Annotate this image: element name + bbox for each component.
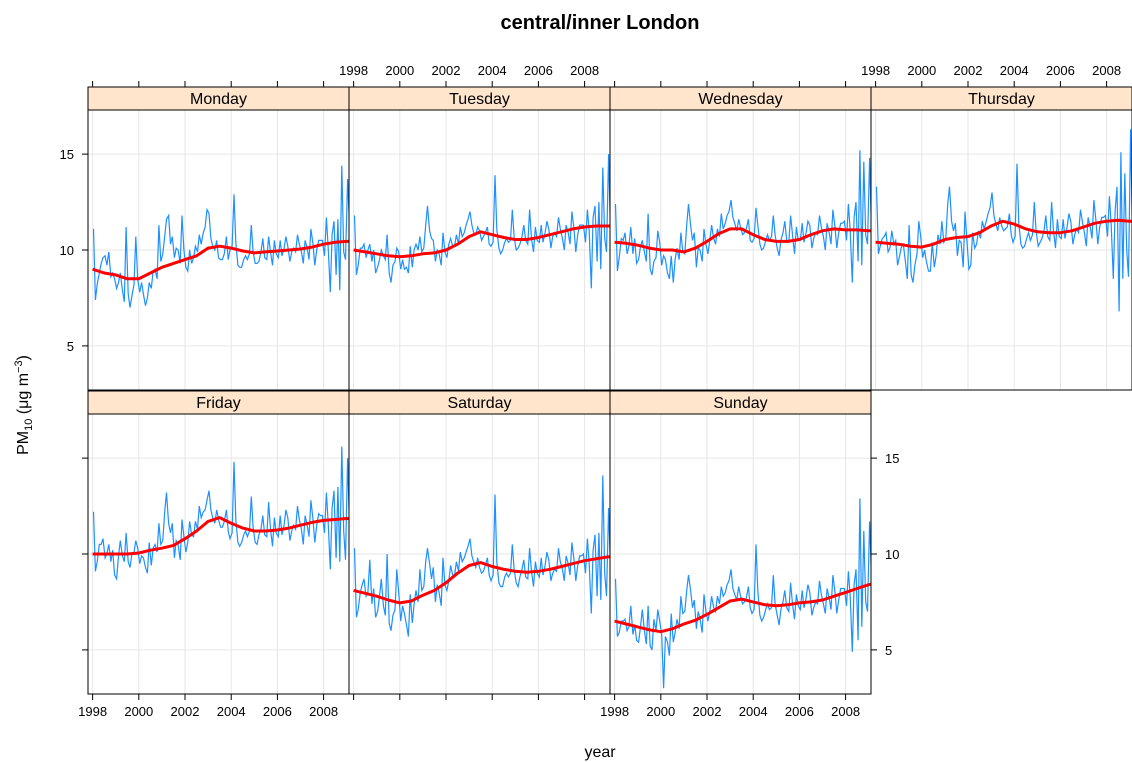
monthly-series-line <box>92 446 349 582</box>
strip-label-monday: Monday <box>190 91 247 108</box>
axes-group: 1998 2000 2002 2004 2006 2008 1998 2000 2002 2004… <box>60 63 1122 719</box>
monthly-series-line <box>353 154 610 289</box>
y-tick-label: 5 <box>67 339 74 354</box>
chart-title: central/inner London <box>501 12 700 34</box>
y-tick-label: 5 <box>885 643 892 658</box>
x-tick-label: 2004 <box>1000 63 1029 78</box>
y-tick-label: 10 <box>885 547 899 562</box>
y-label-end: ) <box>15 355 32 360</box>
y-tick-label: 15 <box>885 451 899 466</box>
y-label-subscript: 10 <box>23 419 35 431</box>
x-tick-label: 1998 <box>861 63 890 78</box>
x-tick-label: 2002 <box>954 63 983 78</box>
y-label-units: (μg m <box>15 373 32 419</box>
smooth-trend-line <box>353 555 610 605</box>
smooth-trend-line <box>353 224 610 259</box>
x-tick-label: 1998 <box>78 704 107 719</box>
y-tick-label: 15 <box>60 147 74 162</box>
panel-tuesday: Tuesday <box>348 86 611 391</box>
strip-label-thursday: Thursday <box>968 91 1035 108</box>
x-tick-label: 2008 <box>309 704 338 719</box>
x-tick-label: 2002 <box>432 63 461 78</box>
x-tick-label: 2006 <box>1046 63 1075 78</box>
x-tick-label: 2008 <box>831 704 860 719</box>
panel-monday: Monday <box>87 86 350 391</box>
monthly-series-line <box>614 498 871 689</box>
x-tick-label: 2000 <box>385 63 414 78</box>
x-tick-label: 2008 <box>570 63 599 78</box>
x-tick-label: 2006 <box>263 704 292 719</box>
x-tick-label: 2006 <box>785 704 814 719</box>
y-label-superscript: −3 <box>13 360 25 373</box>
smooth-trend-line <box>614 582 871 634</box>
panels-group: Monday Tuesday Wednesday Thursday Friday Satu… <box>87 86 1132 695</box>
smooth-trend-line <box>614 227 871 254</box>
x-tick-label: 2000 <box>646 704 675 719</box>
x-tick-label: 1998 <box>600 704 629 719</box>
panel-border <box>870 109 1132 391</box>
panel-thursday: Thursday <box>870 86 1132 391</box>
panel-saturday: Saturday <box>348 390 611 695</box>
x-tick-label: 2004 <box>739 704 768 719</box>
monthly-series-line <box>614 150 871 283</box>
strip-label-friday: Friday <box>196 395 240 412</box>
panel-friday: Friday <box>87 390 350 695</box>
smooth-trend-line <box>875 218 1132 249</box>
strip-label-sunday: Sunday <box>713 395 767 412</box>
strip-label-wednesday: Wednesday <box>698 91 782 108</box>
x-tick-label: 2004 <box>217 704 246 719</box>
x-tick-label: 2006 <box>524 63 553 78</box>
x-tick-label: 2002 <box>171 704 200 719</box>
panel-sunday: Sunday <box>609 390 872 695</box>
x-tick-label: 2000 <box>124 704 153 719</box>
panel-wednesday: Wednesday <box>609 86 872 391</box>
monthly-series-line <box>875 129 1132 312</box>
x-axis-title: year <box>584 744 616 761</box>
smooth-trend-line <box>92 516 349 556</box>
smooth-trend-line <box>92 239 349 281</box>
x-tick-label: 1998 <box>339 63 368 78</box>
x-tick-label: 2002 <box>693 704 722 719</box>
strip-label-tuesday: Tuesday <box>449 91 510 108</box>
y-tick-label: 10 <box>60 243 74 258</box>
y-axis-title: PM10 (μg m−3) <box>13 355 35 455</box>
x-tick-label: 2000 <box>907 63 936 78</box>
y-label-base: PM <box>15 431 32 455</box>
x-tick-label: 2004 <box>478 63 507 78</box>
x-tick-label: 2008 <box>1092 63 1121 78</box>
monthly-series-line <box>92 165 349 308</box>
monthly-series-line <box>353 475 610 637</box>
strip-label-saturday: Saturday <box>447 395 511 412</box>
